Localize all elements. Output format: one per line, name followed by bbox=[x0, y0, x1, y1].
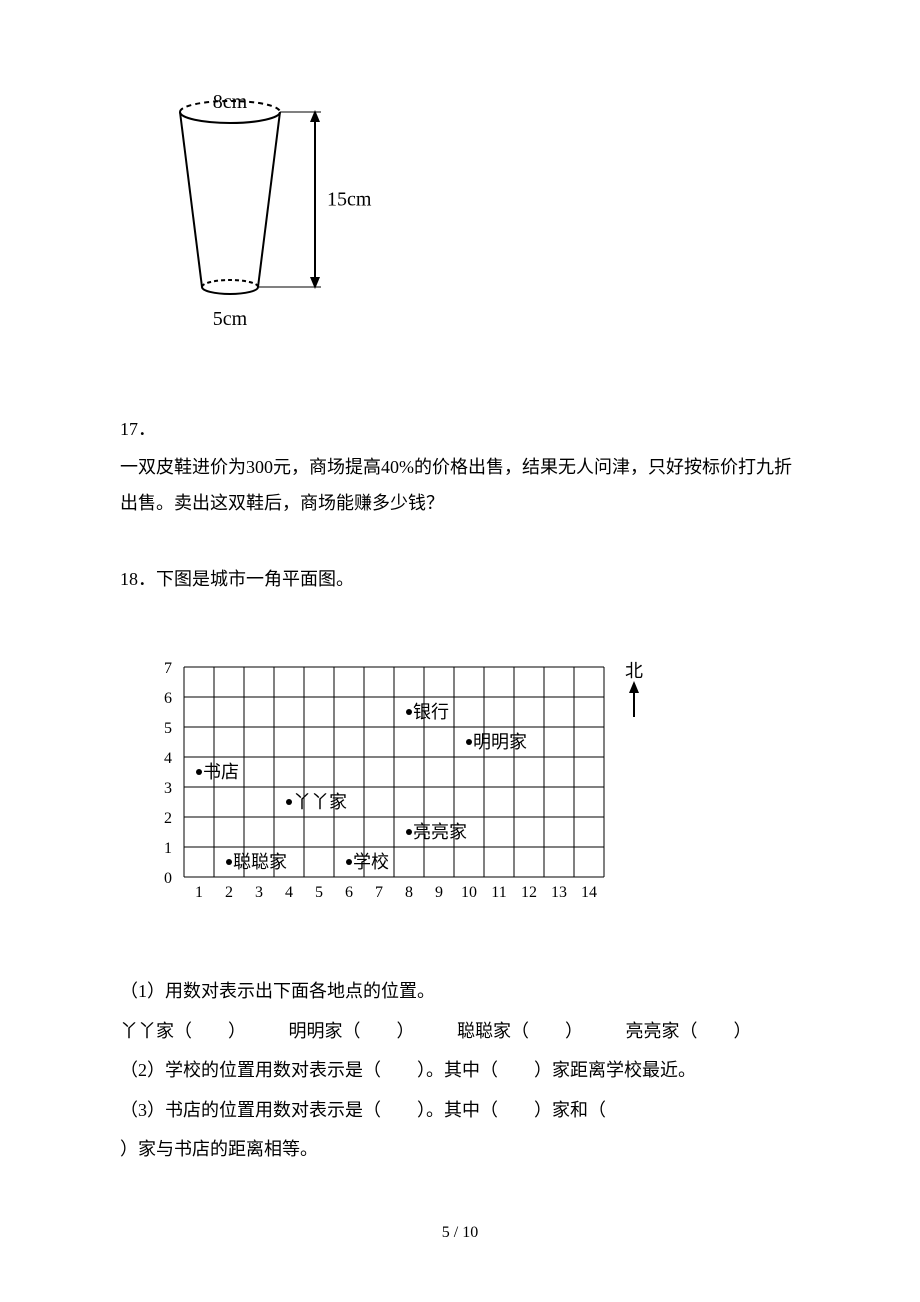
svg-text:学校: 学校 bbox=[353, 852, 389, 872]
svg-text:12: 12 bbox=[521, 884, 537, 901]
svg-text:4: 4 bbox=[285, 884, 293, 901]
svg-text:9: 9 bbox=[435, 884, 443, 901]
svg-text:5cm: 5cm bbox=[213, 308, 248, 330]
svg-text:2: 2 bbox=[225, 884, 233, 901]
item-liangliang: 亮亮家 bbox=[626, 1021, 680, 1041]
svg-text:5: 5 bbox=[315, 884, 323, 901]
svg-text:书店: 书店 bbox=[203, 762, 239, 782]
svg-text:6: 6 bbox=[164, 690, 172, 707]
svg-text:13: 13 bbox=[551, 884, 567, 901]
q18-intro: 下图是城市一角平面图。 bbox=[156, 569, 354, 589]
sub1-items: 丫丫家（ ） 明明家（ ） 聪聪家（ ） 亮亮家（ ） bbox=[120, 1012, 800, 1052]
sub2: （2）学校的位置用数对表示是（ ）。其中（ ）家距离学校最近。 bbox=[120, 1051, 800, 1091]
map-figure: 123456789101112131401234567银行明明家书店丫丫家亮亮家… bbox=[140, 637, 800, 932]
svg-text:14: 14 bbox=[581, 884, 597, 901]
svg-text:明明家: 明明家 bbox=[473, 732, 527, 752]
item-congcong: 聪聪家 bbox=[457, 1021, 511, 1041]
q18-number: 18． bbox=[120, 569, 156, 589]
svg-text:银行: 银行 bbox=[413, 702, 449, 722]
svg-text:北: 北 bbox=[625, 661, 643, 681]
svg-text:10: 10 bbox=[461, 884, 477, 901]
q18-line: 18．下图是城市一角平面图。 bbox=[120, 561, 800, 597]
cup-svg: 8cm 15cm 5cm bbox=[150, 90, 420, 350]
sub-questions: （1）用数对表示出下面各地点的位置。 丫丫家（ ） 明明家（ ） 聪聪家（ ） … bbox=[120, 972, 800, 1170]
svg-text:3: 3 bbox=[164, 780, 172, 797]
cup-figure: 8cm 15cm 5cm bbox=[150, 90, 800, 355]
svg-text:8cm: 8cm bbox=[213, 91, 248, 113]
sub3-line1: （3）书店的位置用数对表示是（ ）。其中（ ）家和（ bbox=[120, 1091, 800, 1131]
svg-text:0: 0 bbox=[164, 870, 172, 887]
svg-text:聪聪家: 聪聪家 bbox=[233, 852, 287, 872]
svg-text:1: 1 bbox=[195, 884, 203, 901]
svg-text:4: 4 bbox=[164, 750, 172, 767]
page-number: 5 / 10 bbox=[0, 1224, 920, 1242]
svg-text:8: 8 bbox=[405, 884, 413, 901]
q17-number: 17． bbox=[120, 415, 800, 441]
svg-text:7: 7 bbox=[375, 884, 383, 901]
q17-text: 一双皮鞋进价为300元，商场提高40%的价格出售，结果无人问津，只好按标价打九折… bbox=[120, 449, 800, 521]
svg-text:丫丫家: 丫丫家 bbox=[293, 792, 347, 812]
svg-text:15cm: 15cm bbox=[327, 189, 372, 211]
sub1-prefix: （1）用数对表示出下面各地点的位置。 bbox=[120, 972, 800, 1012]
item-yaya: 丫丫家 bbox=[120, 1021, 174, 1041]
item-mingming: 明明家 bbox=[289, 1021, 343, 1041]
svg-text:亮亮家: 亮亮家 bbox=[413, 822, 467, 842]
svg-text:2: 2 bbox=[164, 810, 172, 827]
svg-text:11: 11 bbox=[491, 884, 506, 901]
svg-text:3: 3 bbox=[255, 884, 263, 901]
map-svg: 123456789101112131401234567银行明明家书店丫丫家亮亮家… bbox=[140, 637, 660, 927]
svg-text:1: 1 bbox=[164, 840, 172, 857]
svg-text:7: 7 bbox=[164, 660, 172, 677]
svg-text:5: 5 bbox=[164, 720, 172, 737]
sub3-line2: ）家与书店的距离相等。 bbox=[120, 1130, 800, 1170]
svg-text:6: 6 bbox=[345, 884, 353, 901]
